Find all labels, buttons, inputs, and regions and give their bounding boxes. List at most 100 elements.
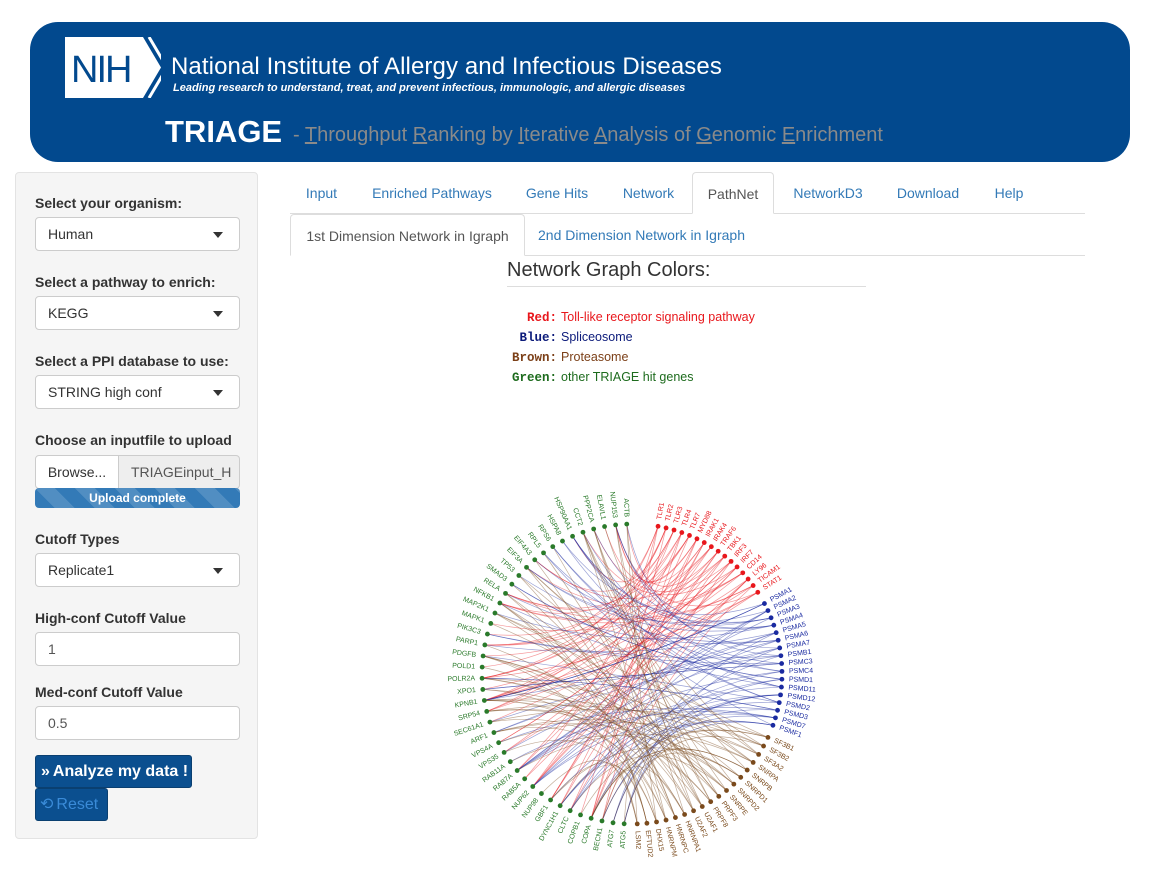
- tab-2nd-dimension[interactable]: 2nd Dimension Network in Igraph: [538, 227, 745, 243]
- ppi-select[interactable]: STRING high conf: [35, 375, 240, 409]
- network-node-label: ACTB: [622, 498, 630, 517]
- med-conf-label: Med-conf Cutoff Value: [35, 684, 183, 700]
- tab-network[interactable]: Network: [622, 185, 675, 201]
- chevron-down-icon: [213, 568, 223, 574]
- network-edge: [511, 583, 782, 680]
- network-node: [734, 564, 740, 570]
- network-node-label: PIK3C3: [456, 623, 481, 636]
- network-edge: [486, 709, 727, 791]
- network-edge: [484, 603, 765, 701]
- network-edge: [493, 722, 735, 785]
- network-node: [715, 548, 721, 554]
- high-conf-input[interactable]: 1: [35, 632, 240, 666]
- network-edge: [526, 567, 743, 607]
- network-edge: [493, 726, 657, 823]
- network-edge: [593, 528, 735, 785]
- network-edge: [593, 528, 774, 629]
- network-node: [532, 557, 538, 563]
- network-edge: [562, 540, 780, 703]
- double-chevron-right-icon: »: [41, 763, 50, 780]
- network-edge: [484, 698, 759, 755]
- tab-enriched-pathways[interactable]: Enriched Pathways: [372, 185, 492, 201]
- network-edge: [484, 700, 667, 821]
- network-edge: [483, 555, 726, 657]
- network-edge: [532, 532, 683, 787]
- network-edge: [572, 527, 667, 583]
- network-node: [779, 668, 785, 674]
- network-node: [722, 553, 728, 559]
- network-edge: [532, 639, 779, 787]
- network-edge: [484, 644, 685, 815]
- organism-select[interactable]: Human: [35, 217, 240, 251]
- tab-1st-dimension[interactable]: 1st Dimension Network in Igraph: [290, 214, 525, 256]
- network-node: [591, 526, 597, 532]
- network-node: [773, 630, 779, 636]
- network-edge: [511, 583, 703, 807]
- network-edge: [572, 536, 772, 624]
- network-edge: [516, 671, 783, 771]
- network-node-label: LSM2: [634, 831, 642, 850]
- network-node-label: PSMD11: [788, 685, 816, 694]
- network-node: [694, 536, 700, 542]
- network-edge: [499, 585, 754, 624]
- tab-pathnet[interactable]: PathNet: [692, 172, 774, 214]
- legend-label: other TRIAGE hit genes: [561, 370, 694, 384]
- network-node-label: PSMC3: [788, 658, 813, 667]
- network-node: [479, 664, 485, 670]
- network-edge: [482, 689, 711, 802]
- network-node: [491, 730, 497, 735]
- reset-button[interactable]: ⟲ Reset: [35, 788, 108, 821]
- network-edge: [543, 552, 703, 807]
- network-edge: [487, 633, 781, 659]
- browse-button[interactable]: Browse...: [35, 455, 119, 489]
- network-edge: [489, 639, 779, 723]
- tab-help[interactable]: Help: [994, 185, 1024, 201]
- ppi-label: Select a PPI database to use:: [35, 353, 229, 369]
- network-edge: [494, 612, 769, 738]
- network-edge: [623, 647, 780, 824]
- network-edge: [532, 686, 782, 787]
- analyze-button[interactable]: » Analyze my data !: [35, 755, 192, 788]
- network-edge: [481, 532, 683, 679]
- network-edge: [490, 623, 741, 778]
- network-node: [765, 734, 771, 740]
- network-node-label: DHX15: [654, 828, 665, 852]
- network-node: [484, 709, 490, 714]
- network-edge: [593, 528, 732, 593]
- network-edge: [518, 575, 667, 821]
- network-edge: [484, 542, 705, 701]
- network-edge: [499, 602, 782, 688]
- network-edge: [482, 689, 657, 823]
- tab-networkd3[interactable]: NetworkD3: [793, 185, 863, 201]
- network-edge: [524, 566, 738, 780]
- network-node: [507, 759, 513, 765]
- network-edge: [498, 708, 776, 743]
- network-node: [775, 707, 780, 713]
- network-edge: [612, 678, 782, 823]
- pathway-select[interactable]: KEGG: [35, 296, 240, 330]
- network-node: [773, 715, 778, 721]
- network-edge: [615, 524, 698, 582]
- network-edge: [601, 709, 778, 822]
- legend-row-green: Green: other TRIAGE hit genes: [480, 370, 694, 388]
- network-edge: [484, 699, 735, 785]
- network-node: [578, 812, 583, 818]
- network-edge: [532, 713, 776, 787]
- med-conf-input[interactable]: 0.5: [35, 706, 240, 740]
- network-node: [663, 817, 669, 823]
- network-node-label: COPB1: [567, 820, 582, 845]
- network-edge: [582, 532, 667, 821]
- tab-download[interactable]: Download: [896, 185, 960, 201]
- network-node: [682, 812, 688, 817]
- network-edge: [590, 748, 748, 819]
- network-node: [599, 818, 605, 824]
- cutoff-select[interactable]: Replicate1: [35, 553, 240, 587]
- network-node: [509, 581, 515, 587]
- cutoff-value: Replicate1: [48, 562, 115, 578]
- network-edge: [550, 762, 648, 824]
- header-banner: NIH National Institute of Allergy and In…: [30, 22, 1130, 162]
- network-node: [771, 622, 777, 628]
- network-node: [524, 564, 529, 570]
- tab-gene-hits[interactable]: Gene Hits: [525, 185, 589, 201]
- tab-input[interactable]: Input: [305, 185, 338, 201]
